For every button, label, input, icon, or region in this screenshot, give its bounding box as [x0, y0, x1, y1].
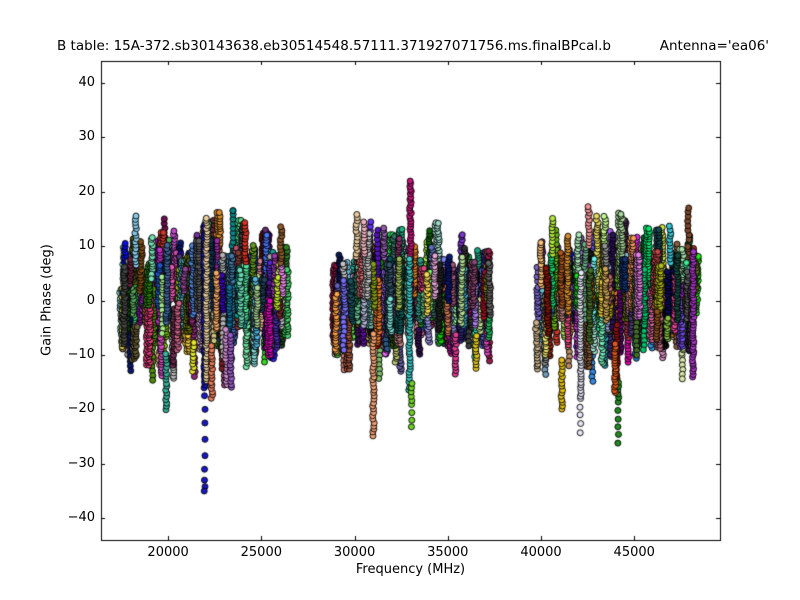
- x-tick-label: 30000: [333, 545, 376, 560]
- y-tick-label: −20: [67, 401, 95, 417]
- antenna-annotation: Antenna='ea06': [659, 38, 769, 54]
- x-axis-label: Frequency (MHz): [355, 562, 466, 577]
- y-tick-label: 20: [78, 183, 95, 199]
- y-tick-label: −30: [67, 455, 95, 471]
- y-tick-label: −10: [67, 346, 95, 362]
- plot-title: B table: 15A-372.sb30143638.eb30514548.5…: [57, 38, 611, 54]
- x-tick-label: 40000: [520, 545, 562, 560]
- y-tick-label: 10: [78, 238, 95, 254]
- y-tick-label: 30: [78, 129, 95, 145]
- y-tick-label: −40: [67, 510, 95, 526]
- x-tick-label: 20000: [147, 545, 189, 560]
- x-tick-label: 25000: [240, 545, 282, 560]
- y-tick-label: 40: [78, 74, 95, 90]
- x-tick-label: 35000: [427, 545, 469, 560]
- y-tick-label: 0: [86, 292, 95, 308]
- x-tick-label: 45000: [613, 545, 655, 560]
